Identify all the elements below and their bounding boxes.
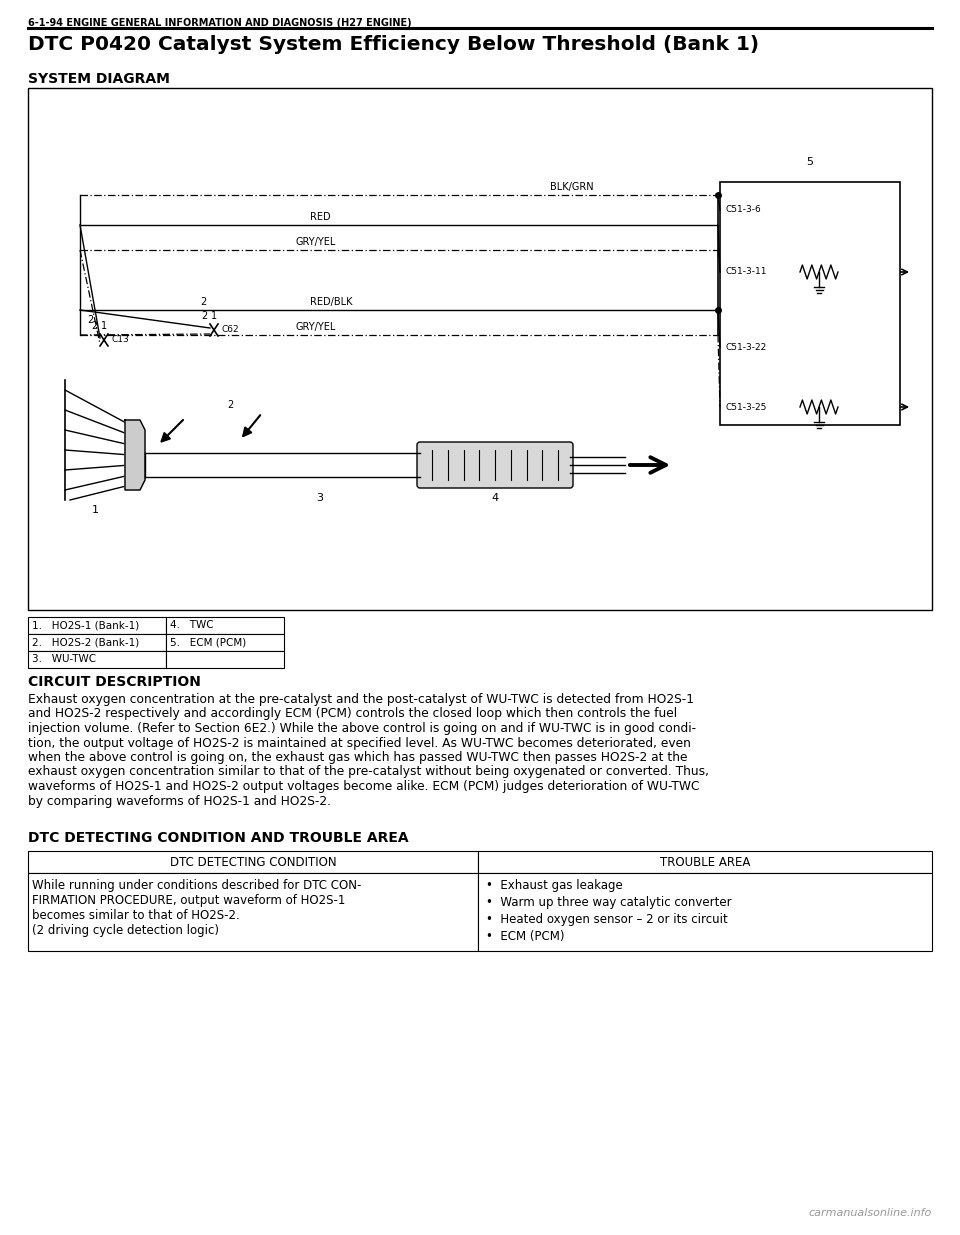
Text: 2: 2 <box>227 400 233 410</box>
Bar <box>28 634 166 651</box>
Text: 5: 5 <box>806 157 813 167</box>
Polygon shape <box>125 420 145 490</box>
Text: by comparing waveforms of HO2S-1 and HO2S-2.: by comparing waveforms of HO2S-1 and HO2… <box>28 794 331 808</box>
Text: TROUBLE AREA: TROUBLE AREA <box>660 856 750 868</box>
Text: waveforms of HO2S-1 and HO2S-2 output voltages become alike. ECM (PCM) judges de: waveforms of HO2S-1 and HO2S-2 output vo… <box>28 781 700 793</box>
Text: and HO2S-2 respectively and accordingly ECM (PCM) controls the closed loop which: and HO2S-2 respectively and accordingly … <box>28 708 677 720</box>
Text: DTC P0420 Catalyst System Efficiency Below Threshold (Bank 1): DTC P0420 Catalyst System Efficiency Bel… <box>28 35 759 54</box>
Text: becomes similar to that of HO2S-2.: becomes similar to that of HO2S-2. <box>32 909 240 923</box>
Text: injection volume. (Refer to Section 6E2.) While the above control is going on an: injection volume. (Refer to Section 6E2.… <box>28 722 696 735</box>
Text: C51-3-22: C51-3-22 <box>725 342 766 352</box>
Text: While running under conditions described for DTC CON-: While running under conditions described… <box>32 879 361 892</box>
Text: 1: 1 <box>91 505 99 515</box>
Text: C51-3-25: C51-3-25 <box>725 403 766 411</box>
Text: C51-3-11: C51-3-11 <box>725 268 766 277</box>
Text: •  Heated oxygen sensor – 2 or its circuit: • Heated oxygen sensor – 2 or its circui… <box>486 913 728 926</box>
Text: C13: C13 <box>111 336 129 345</box>
Text: exhaust oxygen concentration similar to that of the pre-catalyst without being o: exhaust oxygen concentration similar to … <box>28 766 709 778</box>
FancyBboxPatch shape <box>417 442 573 488</box>
Text: (2 driving cycle detection logic): (2 driving cycle detection logic) <box>32 924 219 937</box>
Bar <box>28 651 166 668</box>
Text: 1.   HO2S-1 (Bank-1): 1. HO2S-1 (Bank-1) <box>32 620 139 631</box>
Text: carmanualsonline.info: carmanualsonline.info <box>808 1208 932 1218</box>
Text: FIRMATION PROCEDURE, output waveform of HO2S-1: FIRMATION PROCEDURE, output waveform of … <box>32 894 346 906</box>
Text: 1: 1 <box>211 311 217 321</box>
Text: 4: 4 <box>492 493 498 503</box>
Text: GRY/YEL: GRY/YEL <box>295 322 335 332</box>
Text: Exhaust oxygen concentration at the pre-catalyst and the post-catalyst of WU-TWC: Exhaust oxygen concentration at the pre-… <box>28 693 694 706</box>
Text: 2.   HO2S-2 (Bank-1): 2. HO2S-2 (Bank-1) <box>32 637 139 647</box>
Text: 6-1-94 ENGINE GENERAL INFORMATION AND DIAGNOSIS (H27 ENGINE): 6-1-94 ENGINE GENERAL INFORMATION AND DI… <box>28 19 412 28</box>
Bar <box>28 618 166 634</box>
Text: •  Warm up three way catalytic converter: • Warm up three way catalytic converter <box>486 897 732 909</box>
Text: 2: 2 <box>86 315 93 325</box>
Text: 1: 1 <box>101 321 108 331</box>
Text: C51-3-6: C51-3-6 <box>725 205 760 215</box>
Text: 2: 2 <box>200 296 206 308</box>
Text: tion, the output voltage of HO2S-2 is maintained at specified level. As WU-TWC b: tion, the output voltage of HO2S-2 is ma… <box>28 736 691 750</box>
Text: •  Exhaust gas leakage: • Exhaust gas leakage <box>486 879 623 892</box>
Text: RED: RED <box>310 212 330 222</box>
Bar <box>166 651 284 668</box>
Text: 4.   TWC: 4. TWC <box>170 620 214 631</box>
Text: 2: 2 <box>201 311 207 321</box>
Bar <box>28 873 478 951</box>
Text: when the above control is going on, the exhaust gas which has passed WU-TWC then: when the above control is going on, the … <box>28 751 687 764</box>
Bar <box>166 634 284 651</box>
Bar <box>478 873 932 951</box>
Text: RED/BLK: RED/BLK <box>310 296 352 308</box>
Bar <box>28 88 932 610</box>
Text: 3.   WU-TWC: 3. WU-TWC <box>32 655 96 664</box>
Text: 5.   ECM (PCM): 5. ECM (PCM) <box>170 637 247 647</box>
Bar <box>28 851 478 873</box>
Bar <box>720 182 900 425</box>
Text: BLK/GRN: BLK/GRN <box>550 182 593 191</box>
Text: GRY/YEL: GRY/YEL <box>295 237 335 247</box>
Text: C62: C62 <box>221 326 239 335</box>
Text: 2: 2 <box>91 321 97 331</box>
Text: DTC DETECTING CONDITION: DTC DETECTING CONDITION <box>170 856 336 868</box>
Text: •  ECM (PCM): • ECM (PCM) <box>486 930 564 944</box>
Text: CIRCUIT DESCRIPTION: CIRCUIT DESCRIPTION <box>28 676 201 689</box>
Bar <box>166 618 284 634</box>
Text: 3: 3 <box>317 493 324 503</box>
Text: SYSTEM DIAGRAM: SYSTEM DIAGRAM <box>28 72 170 86</box>
Bar <box>478 851 932 873</box>
Text: DTC DETECTING CONDITION AND TROUBLE AREA: DTC DETECTING CONDITION AND TROUBLE AREA <box>28 831 409 845</box>
